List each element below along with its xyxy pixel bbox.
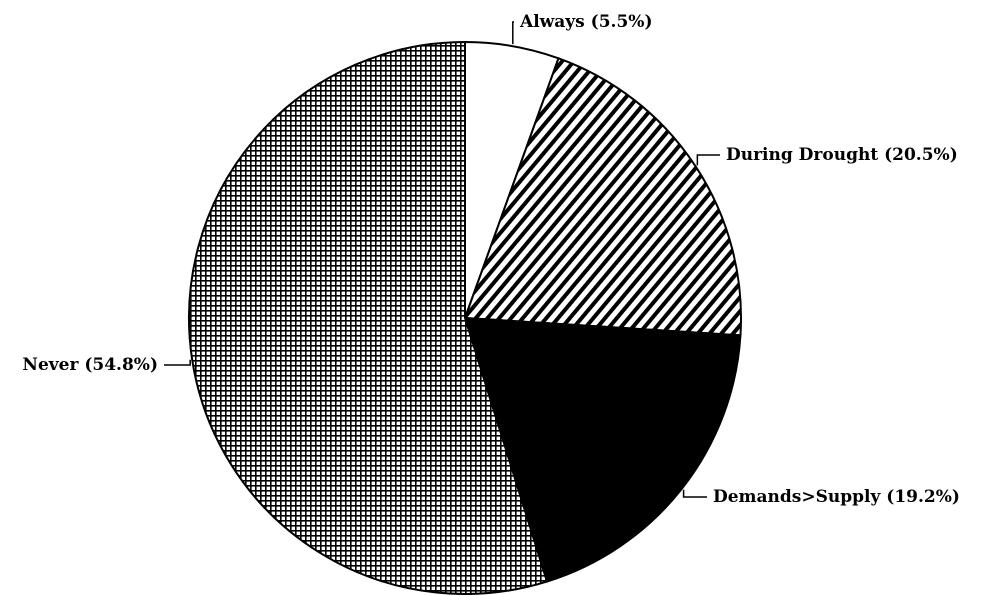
value-label: (19.2%) (886, 487, 960, 507)
category-label: Always (519, 12, 585, 32)
pie-slice (188, 40, 549, 595)
value-label: (5.5%) (591, 12, 653, 32)
leader-line (696, 154, 720, 166)
category-label: Demands>Supply (713, 487, 881, 507)
value-label: (20.5%) (884, 145, 958, 165)
value-label: (54.8%) (84, 355, 158, 375)
pie-slice (463, 57, 742, 337)
leader-line (512, 21, 514, 45)
data-label: Always (5.5%) (519, 12, 653, 32)
pie-slice (463, 316, 742, 583)
category-label: Never (22, 355, 79, 375)
data-label: Demands>Supply (19.2%) (713, 487, 960, 507)
data-label: Never (54.8%) (22, 355, 158, 375)
leader-line (682, 489, 707, 498)
data-label: During Drought (20.5%) (726, 145, 958, 165)
category-label: During Drought (726, 145, 878, 165)
leader-line (164, 359, 191, 366)
